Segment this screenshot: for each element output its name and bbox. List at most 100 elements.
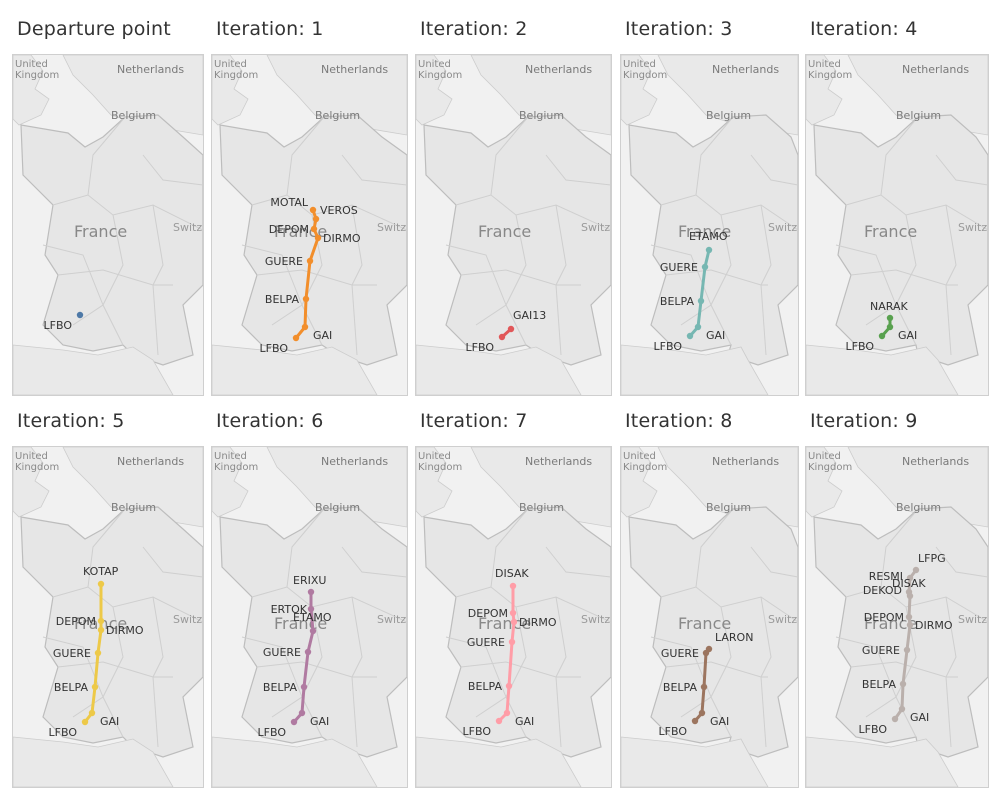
waypoint-marker[interactable] [97,626,105,634]
waypoint-marker[interactable] [309,206,317,214]
spain-landmass [621,344,769,395]
waypoint-marker[interactable] [509,609,517,617]
waypoint-marker[interactable] [76,311,84,319]
waypoint-marker[interactable] [691,717,699,725]
waypoint-marker[interactable] [702,649,710,657]
route-map[interactable]: UnitedKingdomNetherlandsBelgiumFranceSwi… [12,446,204,788]
waypoint-marker[interactable] [302,295,310,303]
waypoint-marker[interactable] [705,246,713,254]
northern-europe-landmass [62,447,203,528]
waypoint-marker[interactable] [510,618,518,626]
route-line [893,568,918,721]
waypoint-marker[interactable] [81,718,89,726]
waypoint-marker[interactable] [697,297,705,305]
waypoint-marker[interactable] [891,715,899,723]
waypoint-marker[interactable] [912,566,920,574]
map-label-united-kingdom: United Kingdom [214,451,258,473]
waypoint-marker[interactable] [306,257,314,265]
northern-europe-landmass [266,55,407,136]
waypoint-marker[interactable] [91,683,99,691]
waypoint-marker[interactable] [886,314,894,322]
waypoint-marker[interactable] [307,588,315,596]
waypoint-marker[interactable] [97,580,105,588]
waypoint-marker[interactable] [906,621,914,629]
waypoint-marker[interactable] [905,613,913,621]
waypoint-marker[interactable] [312,215,320,223]
map-label-switzerland: Switz [768,221,797,234]
waypoint-marker[interactable] [507,325,515,333]
waypoint-label: DIRMO [519,616,557,629]
waypoint-marker[interactable] [292,334,300,342]
map-label-united-kingdom: United Kingdom [418,451,462,473]
waypoint-label: ERIXU [293,574,326,587]
waypoint-marker[interactable] [290,718,298,726]
spain-landmass [416,736,582,787]
region-borders [241,508,407,748]
waypoint-marker[interactable] [700,683,708,691]
waypoint-marker[interactable] [906,574,914,582]
spain-landmass [806,344,959,395]
waypoint-marker[interactable] [94,649,102,657]
waypoint-marker[interactable] [686,332,694,340]
map-panel: Iteration: 1 United Kingdom Netherlands Belg… [211,18,408,396]
waypoint-marker[interactable] [301,323,309,331]
map-label-france: France [74,222,127,241]
map-label-united-kingdom: United Kingdom [623,59,667,81]
panel-title: Iteration: 2 [420,18,528,40]
waypoint-marker[interactable] [88,709,96,717]
waypoint-marker[interactable] [694,323,702,331]
waypoint-marker[interactable] [309,627,317,635]
map-label-belgium: Belgium [315,501,360,514]
waypoint-marker[interactable] [503,709,511,717]
map-panel: Iteration: 7 United Kingdom Netherlands Belg… [415,410,612,788]
waypoint-marker[interactable] [304,648,312,656]
map-label-united-kingdom: United Kingdom [214,59,258,81]
waypoint-marker[interactable] [509,582,517,590]
map-label-switzerland: Switz [958,221,987,234]
waypoint-marker[interactable] [508,638,516,646]
waypoint-label: DEPOM [56,615,96,628]
map-label-netherlands: Netherlands [525,63,592,76]
map-label-united-kingdom: United Kingdom [418,59,462,81]
france-landmass [813,114,988,366]
waypoint-marker[interactable] [898,705,906,713]
waypoint-marker[interactable] [307,605,315,613]
waypoint-label: LFBO [659,725,688,738]
waypoint-marker[interactable] [899,680,907,688]
waypoint-label: MOTAL [270,196,309,209]
waypoint-marker[interactable] [300,683,308,691]
waypoint-label: LFBO [846,340,875,353]
waypoint-marker[interactable] [310,225,318,233]
region-borders [835,508,988,748]
waypoint-marker[interactable] [906,592,914,600]
waypoint-marker[interactable] [97,617,105,625]
map-label-france: France [478,222,531,241]
waypoint-marker[interactable] [698,709,706,717]
waypoint-marker[interactable] [498,333,506,341]
waypoint-label: DEPOM [864,611,904,624]
region-borders [835,116,988,356]
waypoint-label: VEROS [320,204,358,217]
waypoint-marker[interactable] [298,709,306,717]
region-borders [42,116,203,356]
france-landmass [628,114,798,366]
waypoint-marker[interactable] [886,323,894,331]
waypoint-marker[interactable] [505,682,513,690]
waypoint-marker[interactable] [878,332,886,340]
waypoint-marker[interactable] [903,646,911,654]
waypoint-label: LFPG [918,552,946,565]
waypoint-marker[interactable] [314,234,322,242]
waypoint-marker[interactable] [701,263,709,271]
waypoint-marker[interactable] [495,717,503,725]
panel-title: Iteration: 4 [810,18,918,40]
